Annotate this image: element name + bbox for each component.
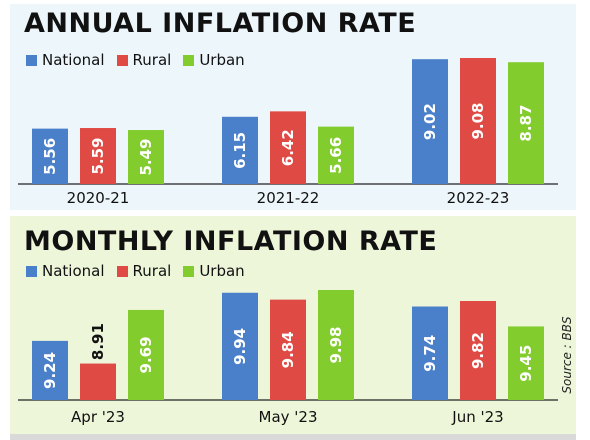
annual-chart-panel: ANNUAL INFLATION RATE National Rural Urb… — [10, 4, 576, 210]
data-label-national-2021-22: 6.15 — [231, 132, 249, 169]
data-label-urban-2022-23: 8.87 — [517, 105, 535, 142]
legend-label-urban: Urban — [199, 262, 245, 280]
legend-swatch-urban — [183, 54, 195, 66]
legend-label-rural: Rural — [132, 51, 172, 69]
bar-rural-2020-21 — [80, 128, 116, 184]
legend-item-rural: Rural — [116, 51, 172, 69]
annual-legend: National Rural Urban — [26, 51, 245, 69]
legend-label-rural: Rural — [132, 262, 172, 280]
monthly-bar-chart: 9.24 8.91 9.69 Apr '23 9.94 9.84 9.98 May '23 9.… — [18, 290, 558, 426]
x-tick-label-may-23: May '23 — [259, 408, 318, 426]
monthly-chart-title: MONTHLY INFLATION RATE — [24, 226, 438, 257]
annual-bar-chart: 5.56 5.59 5.49 2020-21 6.15 6.42 5.66 2021-22 9.… — [18, 58, 558, 207]
data-label-urban-2020-21: 5.49 — [137, 139, 155, 176]
bar-rural-apr-23 — [80, 363, 116, 400]
monthly-chart-panel: MONTHLY INFLATION RATE National Rural Ur… — [10, 216, 576, 434]
bar-national-apr-23 — [32, 340, 68, 400]
bar-urban-may-23 — [318, 290, 354, 400]
x-tick-label-2022-23: 2022-23 — [447, 189, 510, 207]
data-label-national-2020-21: 5.56 — [41, 138, 59, 175]
legend-item-national: National — [26, 51, 105, 69]
data-label-rural-2020-21: 5.59 — [89, 138, 107, 175]
x-tick-label-2020-21: 2020-21 — [67, 189, 130, 207]
data-label-urban-may-23: 9.98 — [327, 326, 345, 363]
bar-rural-jun-23 — [460, 301, 496, 400]
bar-urban-2021-22 — [318, 126, 354, 184]
data-label-rural-jun-23: 9.82 — [469, 332, 487, 369]
legend-label-national: National — [42, 262, 105, 280]
x-tick-label-2021-22: 2021-22 — [257, 189, 320, 207]
bottom-strip — [10, 434, 576, 440]
legend-item-urban: Urban — [183, 262, 245, 280]
bar-urban-apr-23 — [128, 309, 164, 400]
bar-rural-2021-22 — [270, 111, 306, 184]
data-label-urban-jun-23: 9.45 — [517, 345, 535, 382]
legend-swatch-urban — [183, 265, 195, 277]
source-note: Source : BBS — [556, 300, 578, 410]
bar-national-2020-21 — [32, 128, 68, 184]
bar-rural-may-23 — [270, 299, 306, 400]
legend-item-national: National — [26, 262, 105, 280]
bar-national-2021-22 — [222, 116, 258, 184]
legend-swatch-rural — [116, 265, 128, 277]
data-label-urban-2021-22: 5.66 — [327, 137, 345, 174]
legend-swatch-rural — [116, 54, 128, 66]
monthly-legend: National Rural Urban — [26, 262, 245, 280]
x-tick-label-jun-23: Jun '23 — [451, 408, 503, 426]
bar-national-may-23 — [222, 292, 258, 400]
annual-chart-title: ANNUAL INFLATION RATE — [24, 8, 417, 39]
legend-item-urban: Urban — [183, 51, 245, 69]
x-tick-label-apr-23: Apr '23 — [71, 408, 125, 426]
legend-swatch-national — [26, 265, 37, 277]
legend-label-urban: Urban — [199, 51, 245, 69]
data-label-national-may-23: 9.94 — [231, 328, 249, 365]
bar-urban-2022-23 — [508, 62, 544, 184]
bar-rural-2022-23 — [460, 58, 496, 184]
source-label: Source : BBS — [560, 316, 574, 394]
legend-item-rural: Rural — [116, 262, 172, 280]
bar-urban-jun-23 — [508, 326, 544, 400]
bar-urban-2020-21 — [128, 130, 164, 184]
data-label-rural-apr-23: 8.91 — [89, 323, 107, 360]
bar-national-2022-23 — [412, 59, 448, 184]
data-label-national-apr-23: 9.24 — [41, 352, 59, 389]
legend-swatch-national — [26, 54, 37, 66]
legend-label-national: National — [42, 51, 105, 69]
bar-national-jun-23 — [412, 306, 448, 400]
data-label-rural-2021-22: 6.42 — [279, 129, 297, 166]
data-label-national-2022-23: 9.02 — [421, 103, 439, 140]
data-label-rural-may-23: 9.84 — [279, 331, 297, 368]
data-label-national-jun-23: 9.74 — [421, 335, 439, 372]
data-label-urban-apr-23: 9.69 — [137, 336, 155, 373]
data-label-rural-2022-23: 9.08 — [469, 102, 487, 139]
